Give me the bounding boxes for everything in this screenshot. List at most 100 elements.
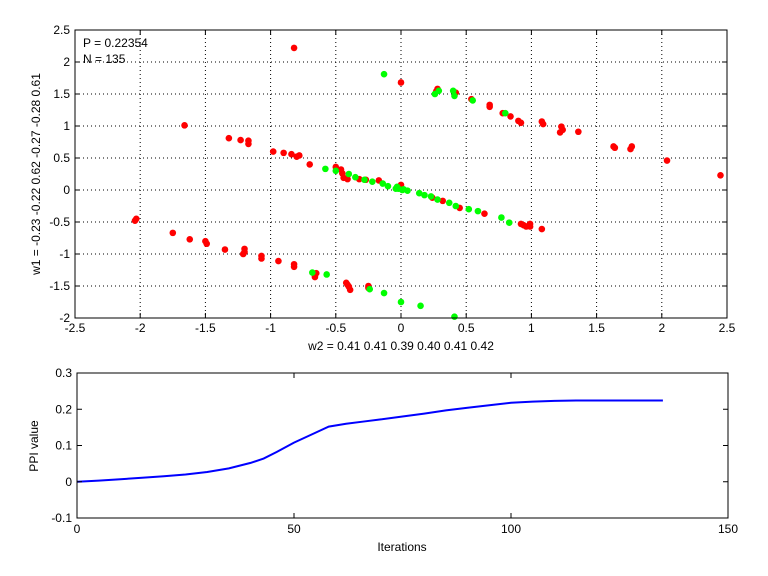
- scatter-x-tick-label: 1: [528, 321, 535, 335]
- ppi-x-tick-label: 150: [718, 522, 738, 536]
- scatter-x-tick-label: 2: [658, 321, 665, 335]
- scatter-point-green: [435, 87, 443, 95]
- scatter-point-red: [306, 161, 314, 168]
- scatter-point-green: [449, 87, 457, 95]
- scatter-point-red: [517, 119, 525, 127]
- ppi-ticks: 0 50 100 150-0.100.10.20.3: [51, 366, 738, 536]
- scatter-point-red: [245, 140, 252, 148]
- scatter-point-red: [258, 255, 265, 262]
- scatter-point-red: [346, 286, 354, 294]
- scatter-point-red: [507, 113, 514, 120]
- p-value-annotation: P = 0.22354: [83, 36, 148, 50]
- scatter-point-red: [627, 145, 634, 153]
- scatter-point-red: [290, 44, 298, 52]
- scatter-point-green: [323, 271, 330, 278]
- scatter-point-green: [352, 173, 359, 181]
- ppi-x-tick-label: 50: [287, 522, 301, 536]
- scatter-point-green: [332, 167, 340, 175]
- scatter-y-axis-label: w1 = -0.23 -0.22 0.62 -0.27 -0.28 0.61: [29, 73, 43, 276]
- scatter-point-red: [344, 175, 351, 183]
- ppi-x-axis-label: Iterations: [377, 540, 426, 554]
- scatter-point-green: [361, 176, 368, 184]
- scatter-point-green: [445, 199, 453, 207]
- scatter-point-green: [309, 269, 316, 276]
- scatter-x-tick-label: 0: [398, 321, 405, 335]
- scatter-y-tick-label: -1: [59, 247, 70, 261]
- scatter-point-green: [380, 70, 388, 78]
- scatter-point-red: [288, 150, 295, 158]
- scatter-y-tick-label: 1.5: [53, 87, 70, 101]
- scatter-point-red: [203, 240, 211, 248]
- n-count-annotation: N = 135: [83, 52, 126, 66]
- scatter-point-red: [275, 257, 282, 265]
- scatter-x-tick-label: 2.5: [719, 321, 736, 335]
- scatter-x-tick-label: -1: [265, 321, 276, 335]
- scatter-point-green: [345, 170, 353, 178]
- scatter-point-green: [417, 302, 424, 310]
- scatter-y-tick-label: -0.5: [49, 215, 70, 229]
- scatter-point-green: [399, 186, 406, 194]
- scatter-point-green: [397, 298, 405, 306]
- scatter-point-red: [611, 144, 619, 152]
- scatter-point-green: [474, 207, 482, 215]
- scatter-point-red: [225, 134, 233, 142]
- scatter-x-tick-label: -2.5: [65, 321, 86, 335]
- scatter-x-tick-label: -0.5: [325, 321, 346, 335]
- scatter-point-green: [366, 285, 374, 293]
- scatter-point-green: [322, 165, 329, 173]
- scatter-point-red: [575, 128, 582, 136]
- ppi-panel: 0 50 100 150-0.100.10.20.3 Iterations PPI v…: [27, 366, 738, 554]
- scatter-y-tick-label: -1.5: [49, 279, 70, 293]
- scatter-point-red: [481, 210, 488, 217]
- scatter-point-green: [505, 219, 513, 226]
- scatter-x-tick-label: 1.5: [588, 321, 605, 335]
- scatter-point-red: [181, 122, 188, 129]
- scatter-point-red: [186, 235, 194, 243]
- scatter-y-tick-label: 0: [63, 183, 70, 197]
- scatter-point-red: [663, 157, 671, 164]
- scatter-point-green: [415, 189, 423, 197]
- scatter-y-tick-label: 0.5: [53, 151, 70, 165]
- scatter-point-green: [451, 92, 458, 100]
- ppi-y-tick-label: 0.1: [55, 439, 72, 453]
- scatter-point-red: [221, 246, 229, 253]
- ppi-series-line: [76, 399, 663, 483]
- scatter-point-green: [421, 191, 428, 199]
- scatter-point-green: [369, 178, 376, 185]
- scatter-x-tick-label: 0.5: [458, 321, 475, 335]
- ppi-x-tick-label: 0: [74, 522, 81, 536]
- scatter-y-tick-label: -2: [59, 311, 70, 325]
- scatter-point-green: [392, 185, 400, 193]
- scatter-point-green: [469, 97, 477, 104]
- ppi-y-tick-label: 0.2: [55, 402, 72, 416]
- scatter-point-red: [239, 250, 247, 258]
- scatter-point-green: [404, 187, 411, 194]
- scatter-point-green: [452, 202, 460, 210]
- scatter-point-green: [427, 193, 435, 200]
- scatter-point-red: [237, 136, 244, 144]
- scatter-point-green: [434, 196, 441, 203]
- scatter-point-red: [522, 223, 530, 230]
- ppi-y-axis-label: PPI value: [27, 420, 41, 472]
- ppi-y-tick-label: 0: [65, 475, 72, 489]
- scatter-points: [131, 44, 724, 321]
- scatter-x-tick-label: -1.5: [195, 321, 216, 335]
- scatter-point-red: [131, 217, 139, 225]
- scatter-point-red: [717, 171, 724, 179]
- ppi-plot-area: [77, 373, 728, 518]
- scatter-point-red: [280, 149, 287, 157]
- scatter-y-tick-label: 2.5: [53, 23, 70, 37]
- scatter-point-red: [539, 120, 547, 128]
- scatter-x-tick-label: -2: [135, 321, 146, 335]
- scatter-y-tick-label: 2: [63, 55, 70, 69]
- scatter-y-tick-label: 1: [63, 119, 70, 133]
- scatter-ticks: -2.5 -2 -1.5 -1 -0.5 0 0.5 1 1.5 2 2.5-2-1.5-1-0.5…: [49, 23, 735, 335]
- scatter-point-red: [397, 79, 405, 86]
- scatter-point-green: [451, 313, 458, 321]
- scatter-point-green: [379, 180, 387, 187]
- scatter-point-red: [169, 229, 177, 237]
- scatter-point-red: [241, 245, 248, 253]
- scatter-point-red: [439, 197, 447, 205]
- scatter-point-red: [556, 129, 564, 136]
